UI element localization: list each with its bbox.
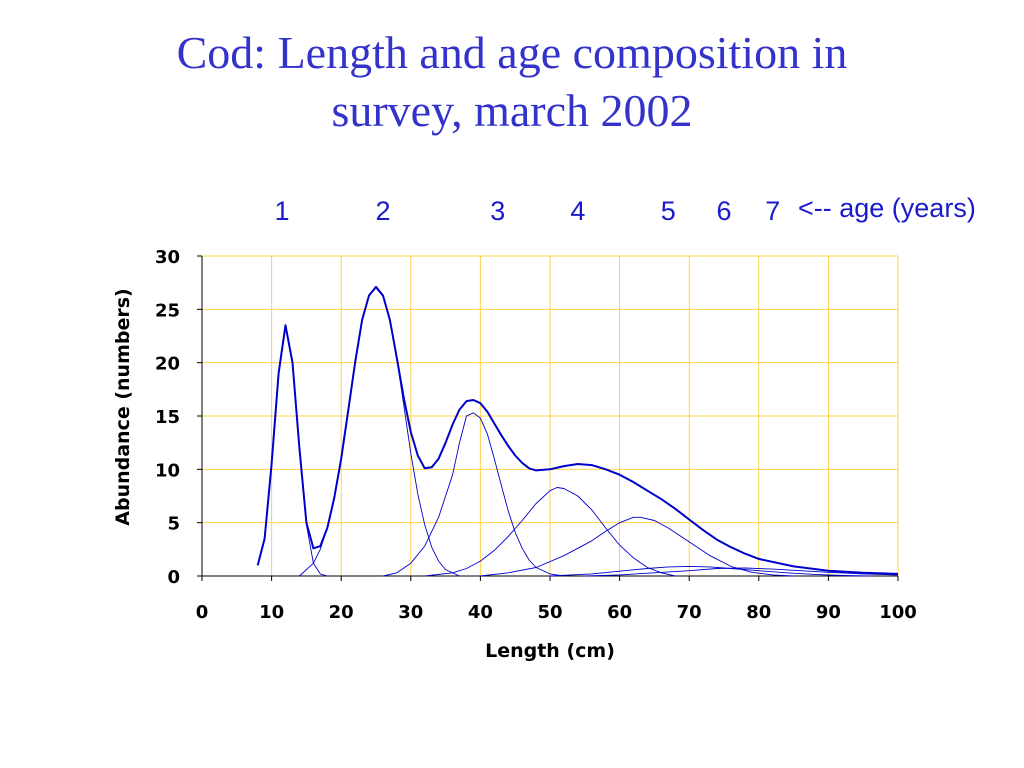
gridlines — [202, 255, 899, 576]
age-header: 1 2 3 4 5 6 7 <-- age (years) — [275, 193, 976, 226]
y-tick-label: 5 — [167, 514, 180, 535]
y-tick-label: 0 — [167, 567, 180, 588]
age-label: 6 — [716, 196, 731, 226]
age-2-curve — [299, 287, 460, 577]
slide-title-line-2: survey, march 2002 — [331, 85, 693, 136]
y-axis-title: Abundance (numbers) — [112, 288, 134, 525]
x-tick-label: 70 — [677, 602, 702, 623]
x-tick-label: 100 — [879, 602, 917, 623]
total-curve — [256, 285, 899, 575]
curves — [256, 285, 899, 577]
y-tick-label: 10 — [155, 460, 180, 481]
x-tick-label: 90 — [816, 602, 841, 623]
age-label: 5 — [661, 196, 676, 226]
y-tick-labels: 0 5 10 15 20 25 30 — [155, 247, 180, 588]
age-label: 1 — [275, 196, 290, 226]
x-tick-label: 20 — [329, 602, 354, 623]
x-tick-label: 80 — [746, 602, 771, 623]
age-label: 2 — [375, 196, 390, 226]
x-tick-label: 60 — [607, 602, 632, 623]
slide-title-line-1: Cod: Length and age composition in — [176, 27, 848, 78]
x-tick-label: 30 — [398, 602, 423, 623]
y-tick-label: 25 — [155, 300, 180, 321]
age-label: 3 — [490, 196, 505, 226]
y-tick-label: 20 — [155, 354, 180, 375]
y-tick-label: 15 — [155, 407, 180, 428]
x-tick-label: 10 — [259, 602, 284, 623]
age-7-curve — [584, 567, 899, 577]
age-label: 4 — [570, 196, 585, 226]
x-axis-title: Length (cm) — [485, 640, 615, 662]
age-6-curve — [549, 565, 871, 577]
slide-title: Cod: Length and age composition in surve… — [0, 24, 1024, 140]
x-tick-label: 50 — [537, 602, 562, 623]
x-tick-label: 0 — [196, 602, 209, 623]
x-tick-labels: 0 10 20 30 40 50 60 70 80 90 100 — [196, 602, 917, 623]
age-label: 7 — [765, 196, 780, 226]
age-3-curve — [382, 412, 564, 577]
x-tick-label: 40 — [468, 602, 493, 623]
age-4-curve — [424, 487, 676, 577]
y-tick-label: 30 — [155, 247, 180, 268]
age-5-curve — [480, 516, 794, 577]
age-axis-caption: <-- age (years) — [798, 193, 976, 223]
axes — [197, 255, 899, 581]
